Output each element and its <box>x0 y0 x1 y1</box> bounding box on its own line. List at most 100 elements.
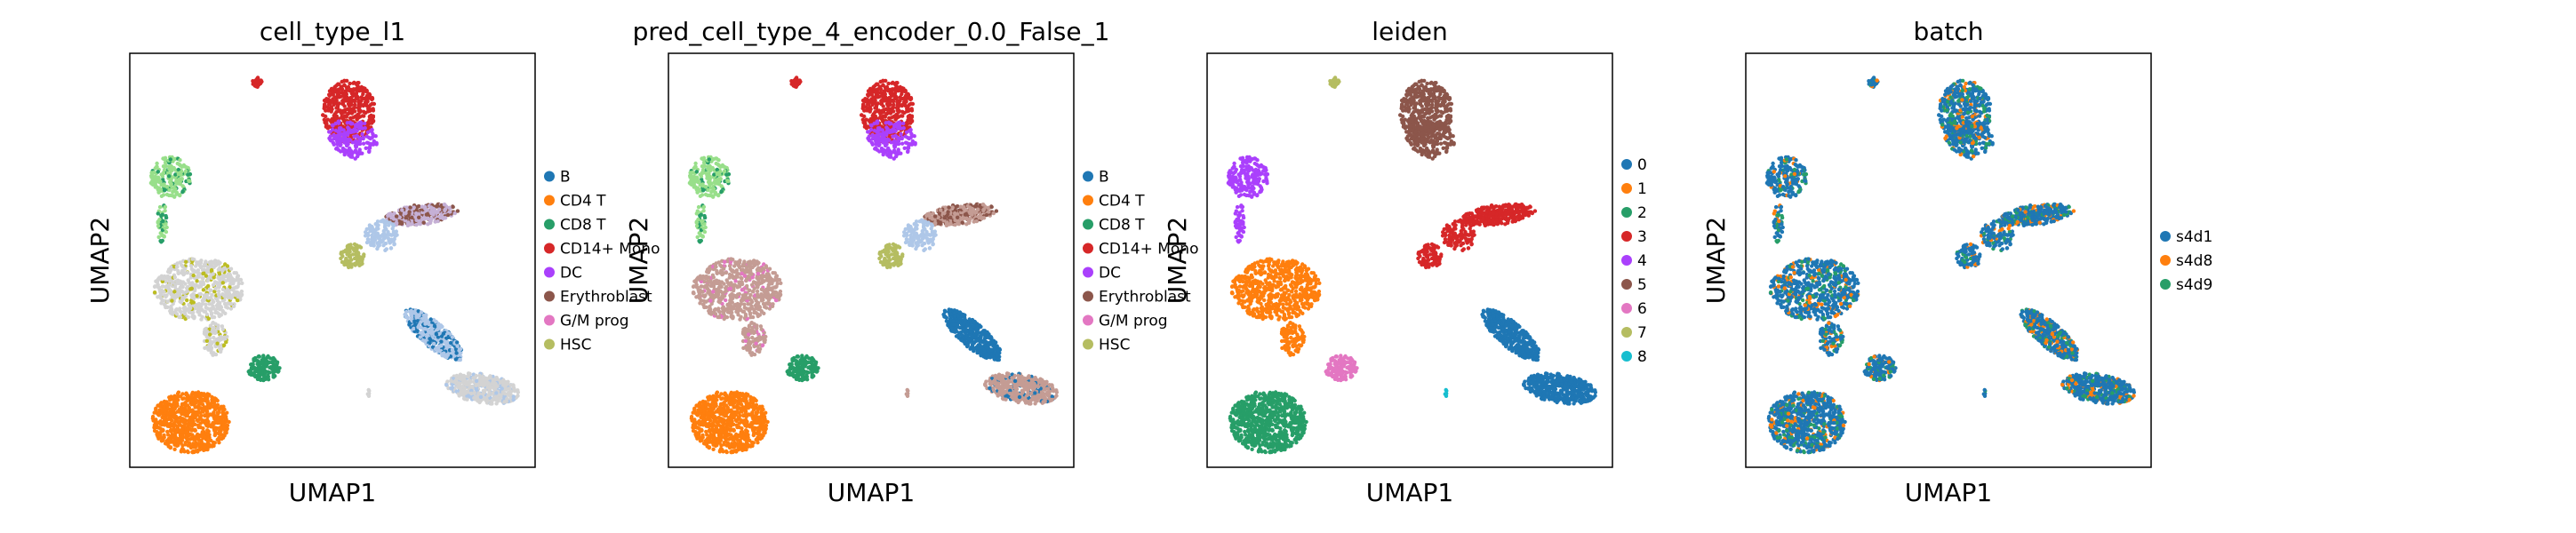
data-point <box>872 136 876 141</box>
data-point <box>176 271 180 275</box>
data-point <box>719 184 724 188</box>
data-point <box>259 78 263 83</box>
data-point <box>461 378 467 383</box>
data-point <box>169 182 173 187</box>
data-point <box>169 424 173 428</box>
data-point <box>382 231 387 236</box>
data-point <box>322 117 326 122</box>
data-point <box>354 124 358 129</box>
data-point <box>153 284 157 289</box>
data-point <box>164 439 170 443</box>
data-point <box>718 177 723 181</box>
data-point <box>179 449 184 453</box>
data-point <box>462 375 467 379</box>
data-point <box>699 212 703 217</box>
data-point <box>495 384 500 388</box>
data-point <box>329 117 334 123</box>
data-point <box>348 255 353 259</box>
data-point <box>355 83 359 87</box>
data-point <box>264 364 268 369</box>
data-point <box>156 211 160 216</box>
data-point <box>204 312 210 317</box>
data-point <box>692 183 696 187</box>
data-point <box>272 370 277 374</box>
data-point <box>183 266 188 271</box>
legend-marker <box>544 290 555 302</box>
data-point <box>884 125 889 130</box>
data-point <box>360 131 364 137</box>
data-point <box>896 147 900 152</box>
data-point <box>333 99 338 104</box>
data-point <box>213 330 218 334</box>
data-point <box>477 400 482 405</box>
data-point <box>878 79 883 84</box>
data-point <box>860 104 866 109</box>
data-point <box>201 426 205 431</box>
data-point <box>204 408 209 413</box>
data-point <box>337 94 341 99</box>
data-point <box>185 398 189 403</box>
data-point <box>336 129 340 134</box>
data-point <box>342 83 347 88</box>
data-point <box>171 189 175 195</box>
data-point <box>215 302 220 306</box>
data-point <box>432 341 436 346</box>
data-point <box>750 299 755 305</box>
data-point <box>169 428 173 433</box>
data-point <box>164 408 168 413</box>
data-point <box>217 295 221 299</box>
data-point <box>355 129 359 133</box>
data-point <box>433 219 437 224</box>
data-point <box>504 400 508 404</box>
data-point <box>484 398 488 402</box>
data-point <box>346 112 350 116</box>
data-point <box>412 205 416 210</box>
data-point <box>343 147 348 153</box>
data-point <box>153 179 158 184</box>
data-point <box>202 330 207 334</box>
data-point <box>180 184 185 188</box>
data-point <box>153 183 157 187</box>
data-point <box>188 264 194 268</box>
data-point <box>216 267 221 272</box>
data-point <box>908 96 914 100</box>
data-point <box>455 344 460 348</box>
data-point <box>204 263 208 268</box>
data-point <box>472 395 476 401</box>
data-point <box>365 120 371 125</box>
data-point <box>172 157 177 162</box>
data-point <box>159 435 164 440</box>
data-point <box>170 298 174 303</box>
data-point <box>367 148 372 154</box>
data-point <box>361 86 366 91</box>
data-point <box>871 95 876 99</box>
panel-title: pred_cell_type_4_encoder_0.0_False_1 <box>633 17 1110 46</box>
data-point <box>884 129 890 133</box>
data-point <box>168 445 173 449</box>
data-point <box>395 220 399 226</box>
data-point <box>347 250 351 254</box>
data-point <box>893 154 899 159</box>
data-point <box>860 117 865 122</box>
data-point <box>219 335 223 339</box>
data-point <box>156 224 161 228</box>
data-point <box>361 135 365 139</box>
data-point <box>175 391 180 396</box>
data-point <box>156 170 160 174</box>
data-point <box>207 442 212 447</box>
data-point <box>697 179 701 184</box>
data-point <box>900 114 905 118</box>
data-point <box>342 104 347 108</box>
data-point <box>337 109 342 114</box>
data-point <box>365 109 371 114</box>
data-point <box>474 383 478 387</box>
data-point <box>175 426 180 431</box>
data-point <box>327 102 332 107</box>
data-point <box>165 299 170 304</box>
data-point <box>337 119 341 123</box>
data-point <box>159 401 164 405</box>
data-point <box>423 318 428 322</box>
data-point <box>161 219 165 224</box>
data-point <box>217 276 221 281</box>
